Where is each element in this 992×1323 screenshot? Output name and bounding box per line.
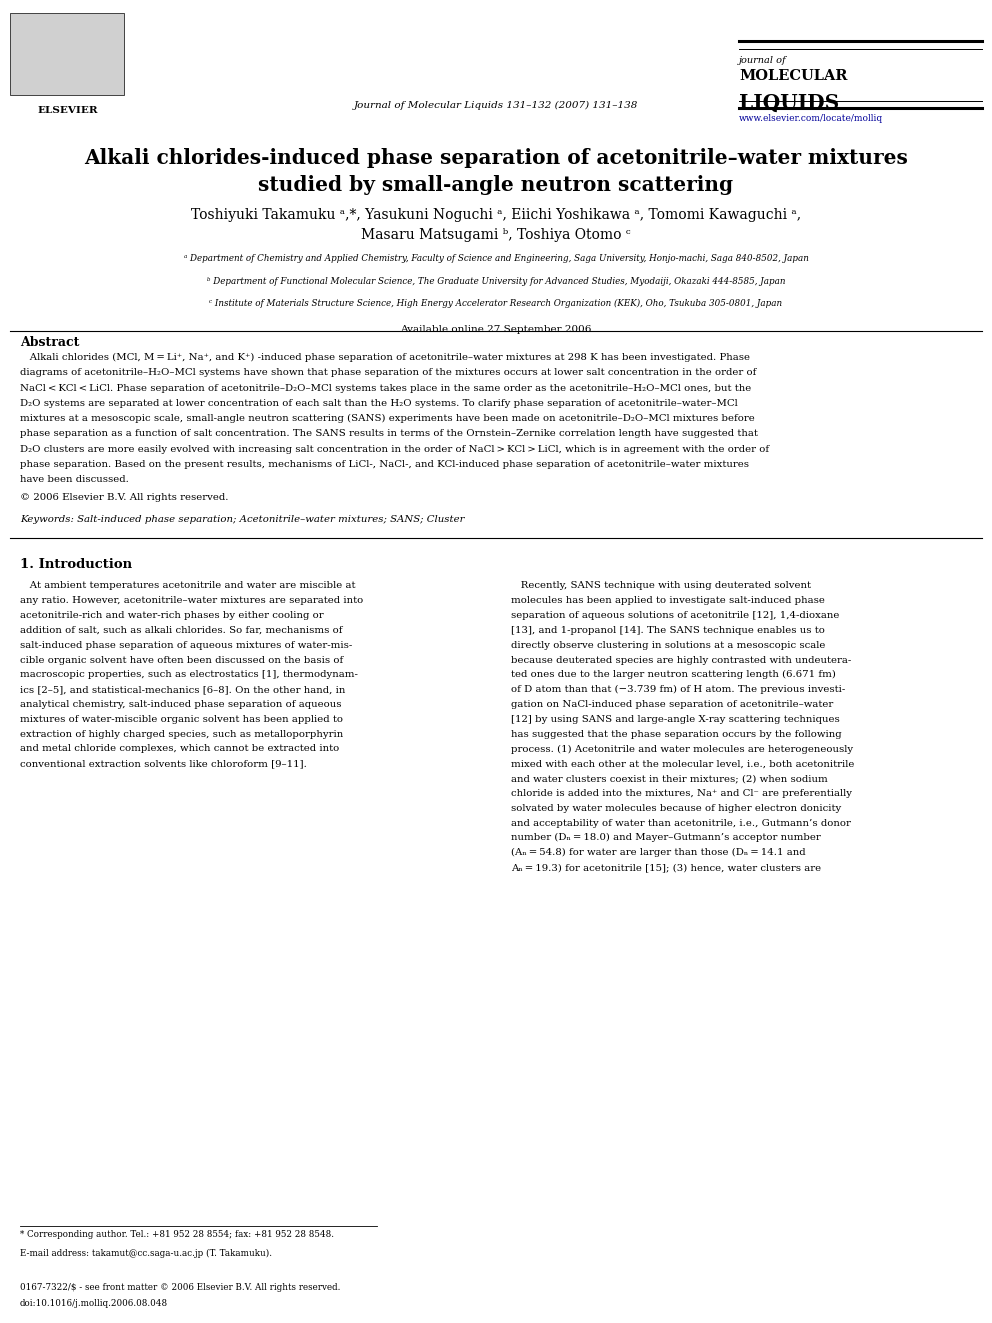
Text: diagrams of acetonitrile–H₂O–MCl systems have shown that phase separation of the: diagrams of acetonitrile–H₂O–MCl systems… [20,368,756,377]
Text: ᶜ Institute of Materials Structure Science, High Energy Accelerator Research Org: ᶜ Institute of Materials Structure Scien… [209,299,783,308]
Text: extraction of highly charged species, such as metalloporphyrin: extraction of highly charged species, su… [20,729,343,738]
Text: mixtures at a mesoscopic scale, small-angle neutron scattering (SANS) experiment: mixtures at a mesoscopic scale, small-an… [20,414,755,423]
Text: ted ones due to the larger neutron scattering length (6.671 fm): ted ones due to the larger neutron scatt… [511,671,835,680]
Text: salt-induced phase separation of aqueous mixtures of water-mis-: salt-induced phase separation of aqueous… [20,640,352,650]
Text: process. (1) Acetonitrile and water molecules are heterogeneously: process. (1) Acetonitrile and water mole… [511,745,853,754]
Text: 0167-7322/$ - see front matter © 2006 Elsevier B.V. All rights reserved.: 0167-7322/$ - see front matter © 2006 El… [20,1283,340,1293]
Text: LIQUIDS: LIQUIDS [739,93,839,112]
Text: and metal chloride complexes, which cannot be extracted into: and metal chloride complexes, which cann… [20,745,339,754]
Text: Aₙ = 19.3) for acetonitrile [15]; (3) hence, water clusters are: Aₙ = 19.3) for acetonitrile [15]; (3) he… [511,863,821,872]
Text: Recently, SANS technique with using deuterated solvent: Recently, SANS technique with using deut… [511,581,810,590]
Text: acetonitrile-rich and water-rich phases by either cooling or: acetonitrile-rich and water-rich phases … [20,611,323,620]
Text: Toshiyuki Takamuku ᵃ,*, Yasukuni Noguchi ᵃ, Eiichi Yoshikawa ᵃ, Tomomi Kawaguchi: Toshiyuki Takamuku ᵃ,*, Yasukuni Noguchi… [190,208,802,222]
Text: cible organic solvent have often been discussed on the basis of: cible organic solvent have often been di… [20,655,343,664]
Text: 1. Introduction: 1. Introduction [20,557,132,570]
Text: MOLECULAR: MOLECULAR [739,69,847,83]
Text: have been discussed.: have been discussed. [20,475,129,484]
Text: Alkali chlorides-induced phase separation of acetonitrile–water mixtures
studied: Alkali chlorides-induced phase separatio… [84,148,908,196]
Text: (Aₙ = 54.8) for water are larger than those (Dₙ = 14.1 and: (Aₙ = 54.8) for water are larger than th… [511,848,806,857]
Text: Keywords: Salt-induced phase separation; Acetonitrile–water mixtures; SANS; Clus: Keywords: Salt-induced phase separation;… [20,515,464,524]
Text: mixtures of water-miscible organic solvent has been applied to: mixtures of water-miscible organic solve… [20,714,343,724]
Bar [10,13,124,95]
Text: Abstract: Abstract [20,336,79,349]
Text: © 2006 Elsevier B.V. All rights reserved.: © 2006 Elsevier B.V. All rights reserved… [20,492,228,501]
Text: * Corresponding author. Tel.: +81 952 28 8554; fax: +81 952 28 8548.: * Corresponding author. Tel.: +81 952 28… [20,1230,334,1240]
Text: and acceptability of water than acetonitrile, i.e., Gutmann’s donor: and acceptability of water than acetonit… [511,819,851,828]
Text: conventional extraction solvents like chloroform [9–11].: conventional extraction solvents like ch… [20,759,307,769]
Text: directly observe clustering in solutions at a mesoscopic scale: directly observe clustering in solutions… [511,640,825,650]
Text: mixed with each other at the molecular level, i.e., both acetonitrile: mixed with each other at the molecular l… [511,759,854,769]
Text: Masaru Matsugami ᵇ, Toshiya Otomo ᶜ: Masaru Matsugami ᵇ, Toshiya Otomo ᶜ [361,228,631,242]
Text: ics [2–5], and statistical-mechanics [6–8]. On the other hand, in: ics [2–5], and statistical-mechanics [6–… [20,685,345,695]
Text: [12] by using SANS and large-angle X-ray scattering techniques: [12] by using SANS and large-angle X-ray… [511,714,839,724]
Text: D₂O systems are separated at lower concentration of each salt than the H₂O syste: D₂O systems are separated at lower conce… [20,398,738,407]
Text: ELSEVIER: ELSEVIER [37,106,98,115]
Text: D₂O clusters are more easily evolved with increasing salt concentration in the o: D₂O clusters are more easily evolved wit… [20,445,769,454]
Text: and water clusters coexist in their mixtures; (2) when sodium: and water clusters coexist in their mixt… [511,774,827,783]
Text: because deuterated species are highly contrasted with undeutera-: because deuterated species are highly co… [511,655,851,664]
Text: At ambient temperatures acetonitrile and water are miscible at: At ambient temperatures acetonitrile and… [20,581,355,590]
Text: phase separation. Based on the present results, mechanisms of LiCl-, NaCl-, and : phase separation. Based on the present r… [20,459,749,468]
Text: molecules has been applied to investigate salt-induced phase: molecules has been applied to investigat… [511,597,824,606]
Text: analytical chemistry, salt-induced phase separation of aqueous: analytical chemistry, salt-induced phase… [20,700,341,709]
Text: any ratio. However, acetonitrile–water mixtures are separated into: any ratio. However, acetonitrile–water m… [20,597,363,606]
Text: addition of salt, such as alkali chlorides. So far, mechanisms of: addition of salt, such as alkali chlorid… [20,626,342,635]
Text: Alkali chlorides (MCl, M = Li⁺, Na⁺, and K⁺) -induced phase separation of aceton: Alkali chlorides (MCl, M = Li⁺, Na⁺, and… [20,353,750,363]
Text: chloride is added into the mixtures, Na⁺ and Cl⁻ are preferentially: chloride is added into the mixtures, Na⁺… [511,789,852,798]
Text: Available online 27 September 2006: Available online 27 September 2006 [401,325,591,335]
Text: phase separation as a function of salt concentration. The SANS results in terms : phase separation as a function of salt c… [20,429,758,438]
Text: journal of: journal of [739,56,787,65]
Text: has suggested that the phase separation occurs by the following: has suggested that the phase separation … [511,729,841,738]
Text: www.elsevier.com/locate/molliq: www.elsevier.com/locate/molliq [739,114,883,123]
Text: of D atom than that (−3.739 fm) of H atom. The previous investi-: of D atom than that (−3.739 fm) of H ato… [511,685,845,695]
Text: number (Dₙ = 18.0) and Mayer–Gutmann’s acceptor number: number (Dₙ = 18.0) and Mayer–Gutmann’s a… [511,833,820,843]
Text: E-mail address: takamut@cc.saga-u.ac.jp (T. Takamuku).: E-mail address: takamut@cc.saga-u.ac.jp … [20,1249,272,1258]
Text: macroscopic properties, such as electrostatics [1], thermodynam-: macroscopic properties, such as electros… [20,671,358,680]
Text: NaCl < KCl < LiCl. Phase separation of acetonitrile–D₂O–MCl systems takes place : NaCl < KCl < LiCl. Phase separation of a… [20,384,751,393]
Text: Journal of Molecular Liquids 131–132 (2007) 131–138: Journal of Molecular Liquids 131–132 (20… [354,101,638,110]
Text: ᵇ Department of Functional Molecular Science, The Graduate University for Advanc: ᵇ Department of Functional Molecular Sci… [206,277,786,286]
Text: [13], and 1-propanol [14]. The SANS technique enables us to: [13], and 1-propanol [14]. The SANS tech… [511,626,824,635]
Text: solvated by water molecules because of higher electron donicity: solvated by water molecules because of h… [511,803,841,812]
Text: doi:10.1016/j.molliq.2006.08.048: doi:10.1016/j.molliq.2006.08.048 [20,1299,168,1308]
Text: separation of aqueous solutions of acetonitrile [12], 1,4-dioxane: separation of aqueous solutions of aceto… [511,611,839,620]
Text: ᵃ Department of Chemistry and Applied Chemistry, Faculty of Science and Engineer: ᵃ Department of Chemistry and Applied Ch… [184,254,808,263]
Text: gation on NaCl-induced phase separation of acetonitrile–water: gation on NaCl-induced phase separation … [511,700,833,709]
